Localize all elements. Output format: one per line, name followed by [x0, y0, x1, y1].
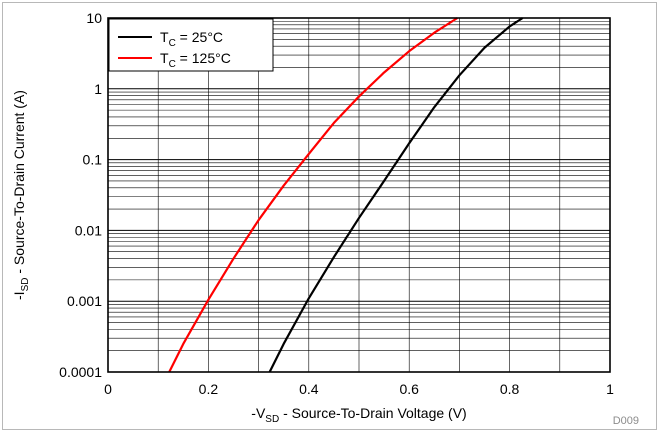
legend-label-125c: TC = 125°C: [160, 50, 231, 70]
series-line-1: [168, 17, 458, 373]
x-tick-label: 0: [104, 381, 112, 397]
x-tick-label: 0.6: [399, 381, 419, 397]
series-line-0: [268, 17, 524, 373]
figure-id: D009: [613, 415, 639, 427]
y-tick-label: 0.01: [75, 222, 102, 238]
y-tick-label: 0.1: [83, 152, 103, 168]
x-tick-label: 0.2: [199, 381, 219, 397]
plot-area-border: [107, 17, 611, 373]
y-tick-label: 10: [86, 10, 102, 26]
y-axis-title: -ISD - Source-To-Drain Current (A): [11, 90, 31, 300]
y-tick-labels: 0.0001 0.001 0.01 0.1 1 10: [59, 10, 102, 380]
y-tick-label: 1: [94, 81, 102, 97]
x-tick-label: 1: [606, 381, 614, 397]
x-tick-labels: 0 0.2 0.4 0.6 0.8 1: [104, 381, 614, 397]
legend-box: [108, 18, 274, 72]
x-tick-label: 0.4: [299, 381, 319, 397]
x-axis-title: -VSD - Source-To-Drain Voltage (V): [251, 405, 466, 425]
series-layer: [168, 17, 524, 373]
x-tick-label: 0.8: [500, 381, 520, 397]
y-tick-label: 0.0001: [59, 364, 102, 380]
chart-frame: [2, 2, 657, 430]
legend-label-25c: TC = 25°C: [160, 29, 223, 49]
legend: TC = 25°C TC = 125°C: [108, 18, 274, 72]
y-tick-label: 0.001: [67, 293, 102, 309]
